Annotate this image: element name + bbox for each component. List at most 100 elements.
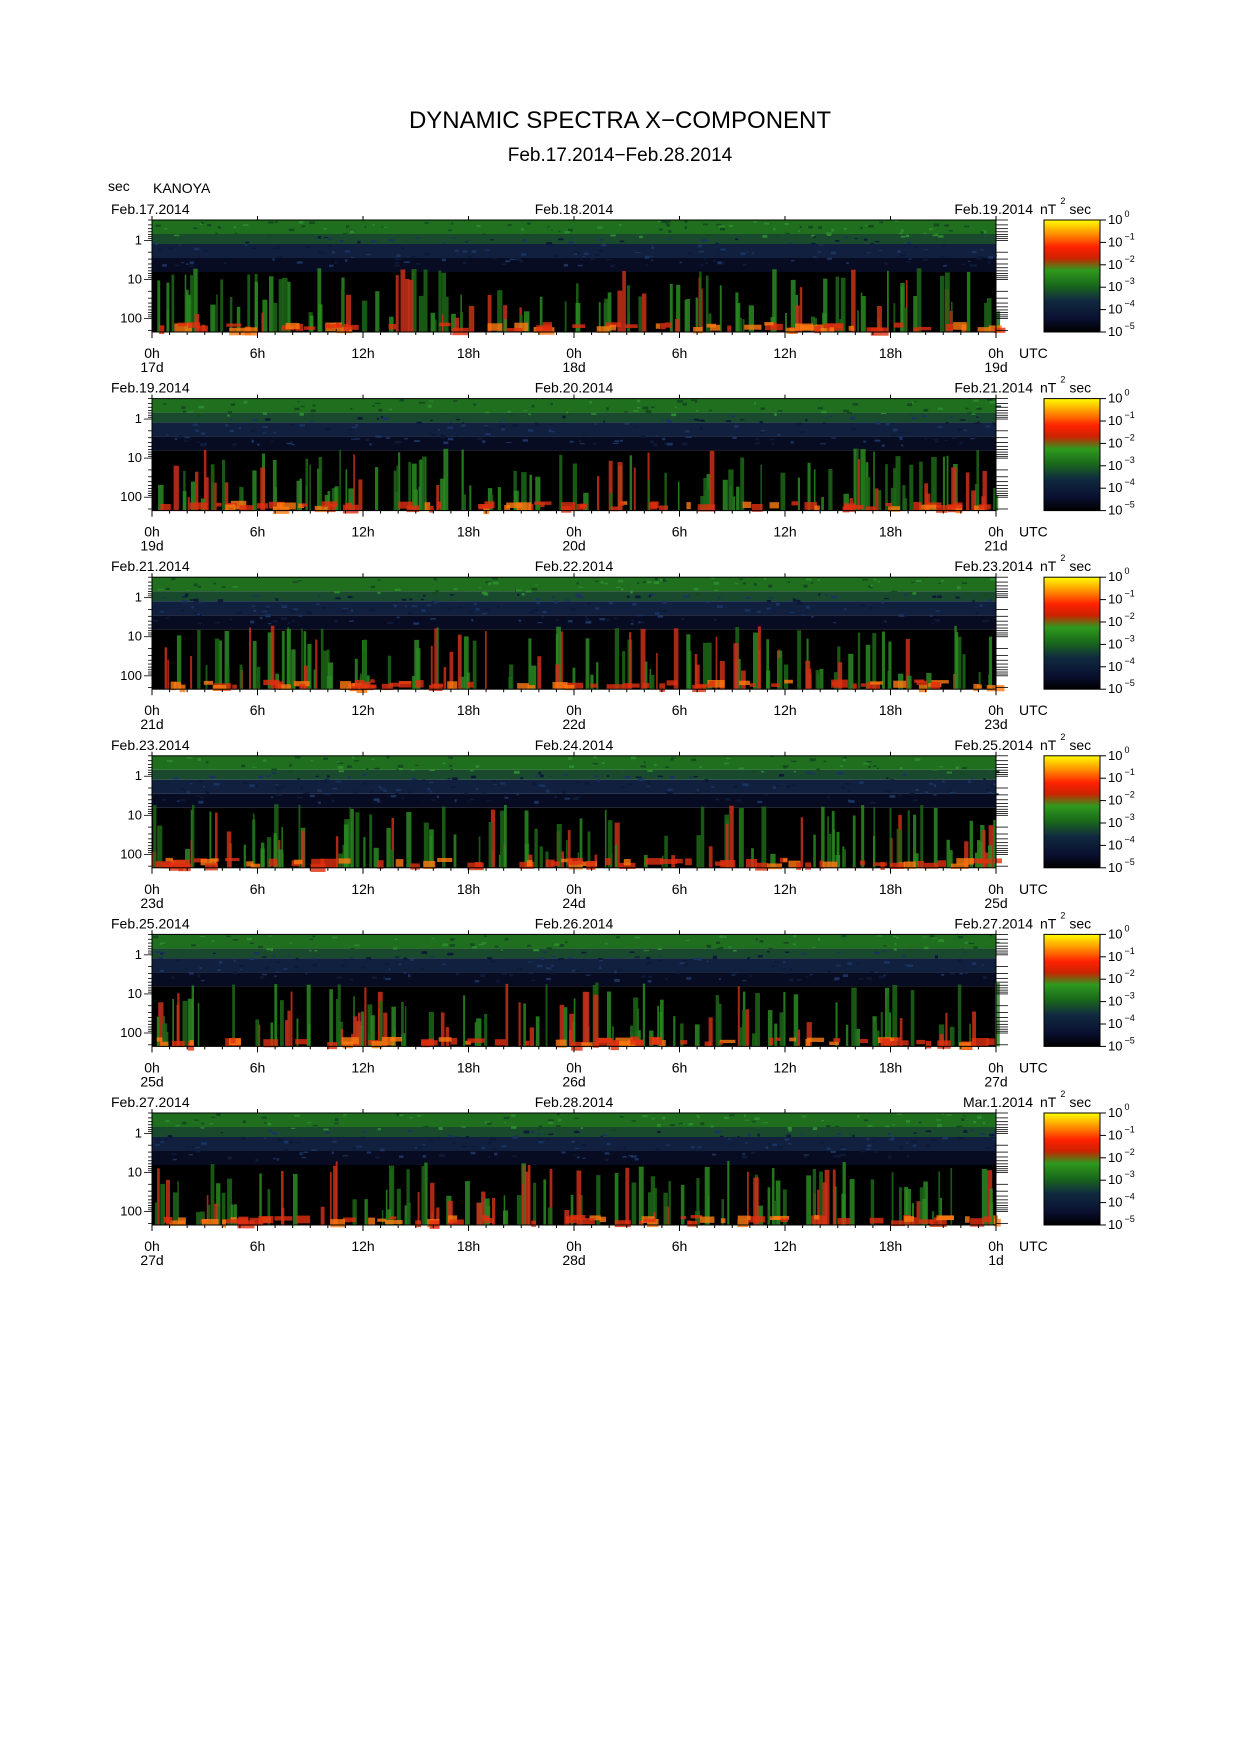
colorbar-tick-label: 10 0: [1108, 1102, 1129, 1120]
colorbar-tick-label: 10 −2: [1108, 432, 1135, 450]
colorbar-tick-label: 10 −4: [1108, 299, 1135, 317]
x-axis-ticks: [151, 751, 997, 874]
spectrogram-speckle: [153, 220, 997, 268]
station-label: KANOYA: [153, 180, 211, 196]
y-tick-label: 10: [128, 807, 142, 822]
x-tick-label: 6h: [672, 881, 688, 897]
y-unit-label: sec: [108, 178, 130, 194]
colorbar-unit: nT 2 sec: [1040, 375, 1091, 396]
colorbar-unit: nT 2 sec: [1040, 196, 1091, 217]
y-tick-label: 1: [135, 768, 142, 783]
y-axis-ticks: [144, 934, 1008, 1046]
y-axis-ticks: [144, 755, 1008, 867]
colorbar-tick-label: 10 −5: [1108, 678, 1135, 696]
x-tick-label: 12h: [351, 1238, 374, 1254]
x-unit-label: UTC: [1019, 524, 1048, 540]
x-tick-label: 0h: [144, 702, 160, 718]
x-tick-label: 12h: [773, 1238, 796, 1254]
colorbar-unit: nT 2 sec: [1040, 1089, 1091, 1110]
x-tick-label: 12h: [351, 345, 374, 361]
chart-title: DYNAMIC SPECTRA X−COMPONENT: [409, 107, 831, 134]
y-tick-label: 100: [120, 846, 142, 861]
panel-date-left: Feb.23.2014: [111, 737, 190, 753]
spectrogram-speckle: [153, 934, 1000, 983]
x-tick-label: 18h: [879, 1059, 902, 1075]
y-tick-label: 1: [135, 590, 142, 605]
x-tick-label: 12h: [773, 702, 796, 718]
x-tick-label: 0h: [988, 1238, 1004, 1254]
panel-date-right: Feb.23.2014: [954, 558, 1033, 574]
panel-date-left: Feb.19.2014: [111, 380, 190, 396]
colorbar-tick-label: 10 −3: [1108, 276, 1135, 294]
x-tick-label: 18h: [457, 1238, 480, 1254]
colorbar-tick-label: 10 −3: [1108, 991, 1135, 1009]
panel-date-mid: Feb.22.2014: [535, 558, 614, 574]
x-tick-label: 6h: [250, 881, 266, 897]
day-label: 26d: [562, 1073, 585, 1089]
panel-date-mid: Feb.18.2014: [535, 201, 614, 217]
colorbar-tick-label: 10 −5: [1108, 500, 1135, 518]
y-axis-ticks: [144, 219, 1008, 331]
x-axis-ticks: [151, 930, 997, 1053]
colorbar-tick-label: 10 0: [1108, 209, 1129, 227]
x-tick-label: 0h: [144, 881, 160, 897]
spectrogram-speckle: [161, 755, 1000, 804]
colorbar-tick-label: 10 −5: [1108, 1035, 1135, 1053]
x-tick-label: 0h: [144, 1238, 160, 1254]
x-tick-label: 6h: [250, 1238, 266, 1254]
y-tick-label: 1: [135, 232, 142, 247]
colorbar-tick-label: 10 −3: [1108, 455, 1135, 473]
chart-subtitle: Feb.17.2014−Feb.28.2014: [508, 145, 733, 166]
x-tick-label: 6h: [672, 345, 688, 361]
day-label: 19d: [140, 538, 163, 554]
colorbar-tick-label: 10 −2: [1108, 254, 1135, 272]
x-tick-label: 18h: [457, 1059, 480, 1075]
x-axis-ticks: [151, 394, 997, 517]
x-axis-ticks: [151, 216, 997, 338]
y-tick-label: 100: [120, 1204, 142, 1219]
panel-date-right: Feb.19.2014: [954, 201, 1033, 217]
x-tick-label: 12h: [773, 524, 796, 540]
x-tick-label: 18h: [879, 345, 902, 361]
colorbar-tick-label: 10 −4: [1108, 477, 1135, 495]
colorbar-tick-label: 10 −1: [1108, 946, 1135, 964]
colorbar-tick-label: 10 −1: [1108, 767, 1135, 785]
day-label: 23d: [140, 895, 163, 911]
x-unit-label: UTC: [1019, 881, 1048, 897]
x-tick-label: 12h: [773, 881, 796, 897]
y-tick-label: 10: [128, 1165, 142, 1180]
x-tick-label: 0h: [566, 1059, 582, 1075]
x-tick-label: 0h: [988, 524, 1004, 540]
x-tick-label: 0h: [144, 1059, 160, 1075]
colorbar-tick-label: 10 −2: [1108, 790, 1135, 808]
x-tick-label: 18h: [457, 702, 480, 718]
y-tick-label: 10: [128, 272, 142, 287]
colorbar-tick-label: 10 −3: [1108, 1169, 1135, 1187]
x-tick-label: 12h: [351, 1059, 374, 1075]
y-tick-label: 10: [128, 450, 142, 465]
spectrogram-panel-1: Feb.17.2014 Feb.18.2014 Feb.19.2014 1 10 100 0…: [111, 196, 1135, 375]
day-label: 28d: [562, 1252, 585, 1268]
colorbar-tick-label: 10 −4: [1108, 1013, 1135, 1031]
day-label: 21d: [984, 538, 1007, 554]
colorbar-tick-label: 10 −1: [1108, 1124, 1135, 1142]
x-tick-label: 0h: [988, 881, 1004, 897]
colorbar-gradient: [1043, 398, 1101, 512]
panel-date-left: Feb.27.2014: [111, 1094, 190, 1110]
colorbar-gradient: [1043, 1112, 1101, 1226]
colorbar-gradient: [1043, 933, 1101, 1047]
day-label: 22d: [562, 716, 585, 732]
day-label: 17d: [140, 359, 163, 375]
colorbar-tick-label: 10 0: [1108, 745, 1129, 763]
colorbar-tick-label: 10 0: [1108, 923, 1129, 941]
x-tick-label: 0h: [988, 702, 1004, 718]
colorbar-tick-label: 10 −4: [1108, 834, 1135, 852]
panel-date-left: Feb.21.2014: [111, 558, 190, 574]
x-tick-label: 18h: [879, 524, 902, 540]
day-label: 23d: [984, 716, 1007, 732]
y-axis-ticks: [144, 576, 1008, 688]
spectrogram-activity: [156, 982, 1000, 1051]
